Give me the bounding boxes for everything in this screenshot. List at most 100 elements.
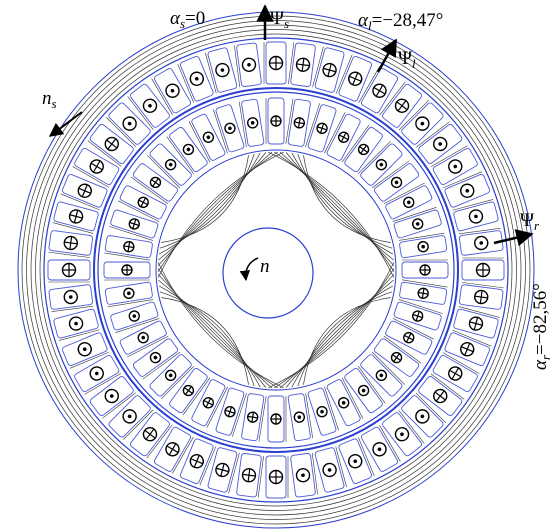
conductor-dot [400, 432, 404, 437]
conductor-dot [394, 180, 399, 185]
stator-slot [444, 329, 492, 367]
flux-line [69, 351, 109, 369]
conductor [375, 369, 388, 382]
stator-slot [443, 171, 491, 208]
stator-slot [47, 259, 91, 283]
stator-slot [207, 447, 240, 494]
flux-line [285, 279, 394, 388]
symbol: n [42, 88, 52, 109]
conductor [375, 158, 388, 171]
slot [130, 83, 170, 128]
flux-line [158, 285, 261, 388]
flux-line [159, 153, 255, 249]
flux-line [161, 155, 249, 243]
conductor-cross [297, 117, 301, 128]
rotor-slot [373, 335, 422, 377]
conductor-dot [320, 409, 324, 414]
flux-line [109, 226, 154, 241]
flux-line [452, 199, 494, 211]
slot [110, 301, 159, 331]
stator-slot [61, 332, 109, 369]
conductor-dot [361, 388, 366, 393]
conductor-cross [474, 295, 488, 299]
stator-slot [236, 453, 264, 498]
conductor-dot [297, 415, 302, 419]
rotor-slot [191, 379, 228, 428]
subscript: s [180, 16, 185, 31]
stator-slot [335, 54, 373, 102]
rotor-slot [110, 301, 160, 333]
conductor [468, 209, 484, 224]
slot [401, 261, 449, 279]
slot [287, 393, 311, 442]
rotor-slot [213, 104, 245, 154]
conductor [202, 131, 215, 143]
slot [74, 147, 120, 186]
flux-line [305, 103, 320, 148]
conductor-cross [251, 412, 255, 423]
stator-slot [127, 83, 170, 130]
conductor-dot [94, 371, 99, 376]
rotor-slot [109, 209, 159, 241]
flux-line [142, 351, 181, 380]
conductor-cross [151, 178, 160, 186]
flux-line [430, 373, 465, 400]
stator-slot [401, 392, 446, 438]
flux-line [442, 352, 480, 374]
flux-line [228, 452, 240, 494]
flux-line [157, 262, 284, 389]
flux-line [177, 63, 195, 103]
rotor-slot [357, 141, 403, 186]
conductor-cross [193, 455, 200, 468]
rotor-slot [341, 124, 383, 173]
flux-line [39, 33, 513, 507]
flux-line [401, 279, 448, 288]
stator-slot [382, 410, 425, 457]
stator-slot [263, 41, 287, 85]
rotor-slot [360, 351, 405, 397]
stator-slot [379, 81, 422, 128]
n-label: n [260, 256, 270, 277]
conductor-dot [168, 162, 173, 167]
value: =−82,56° [530, 283, 551, 355]
slot [169, 367, 208, 414]
slot [74, 354, 120, 393]
conductor [403, 196, 415, 209]
slot [382, 83, 422, 128]
rotor-slot [188, 113, 226, 163]
flux-line [458, 306, 500, 318]
flux-line [147, 155, 181, 189]
psi-l-arrow [376, 38, 398, 73]
conductor-dot [127, 291, 131, 296]
conductor-cross [397, 100, 407, 112]
flux-line [188, 121, 211, 163]
stator-slot [234, 42, 262, 88]
stator-slot [106, 102, 151, 148]
conductor-dot [301, 473, 305, 478]
stator-slot [312, 46, 345, 93]
slot [287, 98, 311, 147]
flux-line [324, 112, 346, 154]
slot [373, 163, 420, 202]
conductor [357, 384, 370, 397]
flux-line [379, 81, 406, 116]
rotor-slot [398, 232, 448, 259]
flux-line [199, 446, 217, 486]
conductor-dot [406, 200, 411, 205]
flux-line [303, 155, 391, 243]
flux-line [60, 193, 100, 211]
flux-line [279, 151, 395, 267]
subscript: l [368, 18, 372, 33]
conductor [372, 442, 387, 457]
slot [290, 42, 316, 87]
symbol: Ψ [398, 48, 412, 69]
conductor-cross [434, 391, 446, 401]
conductor-dot [438, 142, 443, 146]
flux-line [30, 24, 522, 516]
conductor [189, 71, 204, 86]
stator-slot [89, 376, 136, 419]
conductor [316, 406, 328, 418]
flux-line [288, 42, 295, 85]
flux-line [161, 297, 249, 385]
flux-line [274, 268, 395, 389]
